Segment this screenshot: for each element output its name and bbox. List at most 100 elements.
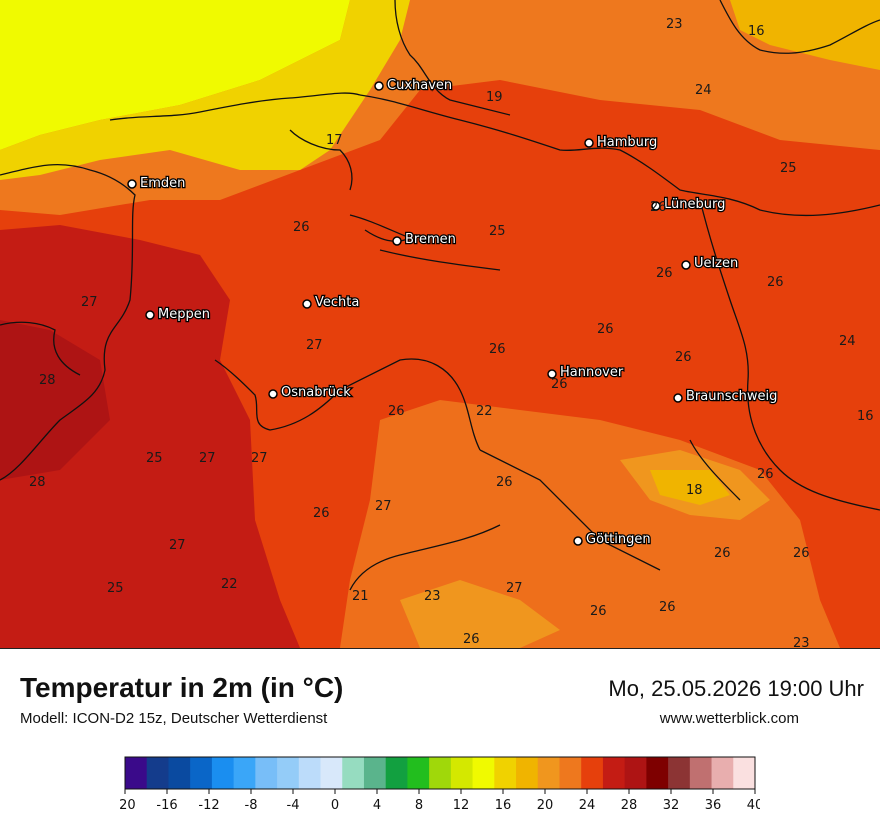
city-label-emden: Emden (140, 176, 185, 191)
temp-value: 26 (597, 322, 614, 337)
temp-value: 16 (748, 24, 765, 39)
city-dot (392, 236, 402, 246)
city-dot (127, 179, 137, 189)
field-dark-red-west (0, 225, 300, 648)
scale-tick-label: 12 (453, 798, 470, 813)
temp-value: 27 (81, 295, 98, 310)
scale-swatch (429, 757, 452, 789)
city-label-cuxhaven: Cuxhaven (387, 78, 452, 93)
temp-value: 25 (489, 224, 506, 239)
city-dot (584, 138, 594, 148)
scale-swatch (298, 757, 322, 789)
temp-value: 24 (839, 334, 856, 349)
city-label-hamburg: Hamburg (597, 135, 657, 150)
scale-swatch (494, 757, 517, 789)
temp-value: 28 (29, 475, 46, 490)
temp-value: 25 (780, 161, 797, 176)
field-light-orange-ne (730, 0, 880, 70)
temp-value: 24 (695, 83, 712, 98)
temp-value: 27 (251, 451, 268, 466)
temp-value: 27 (375, 499, 392, 514)
city-dot (573, 536, 583, 546)
scale-swatch (581, 757, 604, 789)
temp-value: 23 (424, 589, 441, 604)
scale-tick-label: 32 (663, 798, 680, 813)
temp-value: 26 (659, 600, 676, 615)
city-dot (268, 389, 278, 399)
scale-tick-label: 8 (415, 798, 423, 813)
city-label-goettingen: Göttingen (586, 532, 651, 547)
city-dot (547, 369, 557, 379)
field-orange-southwest (400, 580, 560, 648)
temp-value: 26 (551, 377, 568, 392)
model-info: Modell: ICON-D2 15z, Deutscher Wetterdie… (20, 710, 328, 727)
scale-swatch (277, 757, 300, 789)
website-link[interactable]: www.wetterblick.com (659, 710, 799, 727)
scale-tick-label: 16 (495, 798, 512, 813)
temp-value: 27 (306, 338, 323, 353)
city-label-bremen: Bremen (405, 232, 456, 247)
scale-swatch (516, 757, 539, 789)
temp-value: 27 (506, 581, 523, 596)
scale-tick-label: 24 (579, 798, 596, 813)
scale-swatch (472, 757, 495, 789)
forecast-datetime: Mo, 25.05.2026 19:00 Uhr (608, 676, 864, 701)
temp-value: 27 (199, 451, 216, 466)
scale-swatch (602, 757, 626, 789)
scale-swatch (255, 757, 278, 789)
scale-swatch (733, 757, 756, 789)
temp-value: 22 (476, 404, 493, 419)
temp-value: 28 (39, 373, 56, 388)
city-label-osnabrueck: Osnabrück (281, 385, 351, 400)
temp-value: 25 (107, 581, 124, 596)
scale-swatch (125, 757, 148, 789)
scale-swatch (190, 757, 213, 789)
scale-swatch (668, 757, 691, 789)
scale-tick-label: 40 (747, 798, 760, 813)
temp-value: 27 (169, 538, 186, 553)
city-dot (651, 201, 661, 211)
temp-value: 26 (675, 350, 692, 365)
temp-value: 22 (221, 577, 238, 592)
temperature-map[interactable]: Cuxhaven Hamburg Emden Lüneburg Bremen U… (0, 0, 880, 649)
scale-tick-label: 36 (705, 798, 722, 813)
scale-tick-label: 28 (621, 798, 638, 813)
city-dot (374, 81, 384, 91)
map-title: Temperatur in 2m (in °C) (20, 672, 344, 703)
temp-value: 26 (463, 632, 480, 647)
scale-swatch (146, 757, 169, 789)
borders (0, 0, 880, 591)
scale-tick-label: -20 (120, 798, 136, 813)
city-markers: Cuxhaven Hamburg Emden Lüneburg Bremen U… (127, 77, 779, 548)
scale-swatch (168, 757, 191, 789)
city-label-vechta: Vechta (315, 295, 359, 310)
scale-tick-label: 4 (373, 798, 381, 813)
city-dot (681, 260, 691, 270)
scale-swatch (342, 757, 365, 789)
scale-swatch (233, 757, 256, 789)
temp-value: 26 (714, 546, 731, 561)
scale-swatch (450, 757, 474, 789)
temperature-values: 23 16 24 19 17 25 26 26 25 27 26 26 26 2… (29, 17, 874, 648)
field-darkest-red (0, 320, 110, 480)
temp-value: 26 (650, 200, 667, 215)
city-label-meppen: Meppen (158, 307, 210, 322)
temp-value: 26 (313, 506, 330, 521)
city-label-lueneburg: Lüneburg (664, 197, 725, 212)
temp-value: 25 (146, 451, 163, 466)
scale-swatch (624, 757, 647, 789)
field-gold-coast (0, 0, 410, 180)
temp-value: 26 (293, 220, 310, 235)
city-dot (302, 299, 312, 309)
temp-value: 19 (486, 90, 503, 105)
scale-swatch (407, 757, 430, 789)
scale-tick-label: -4 (287, 798, 300, 813)
city-dot (673, 393, 683, 403)
temp-value: 16 (857, 409, 874, 424)
city-label-braunschweig: Braunschweig (686, 389, 777, 404)
scale-swatch (711, 757, 734, 789)
temp-value: 26 (767, 275, 784, 290)
temp-value: 26 (496, 475, 513, 490)
temp-value: 26 (489, 342, 506, 357)
temp-value: 17 (326, 133, 343, 148)
